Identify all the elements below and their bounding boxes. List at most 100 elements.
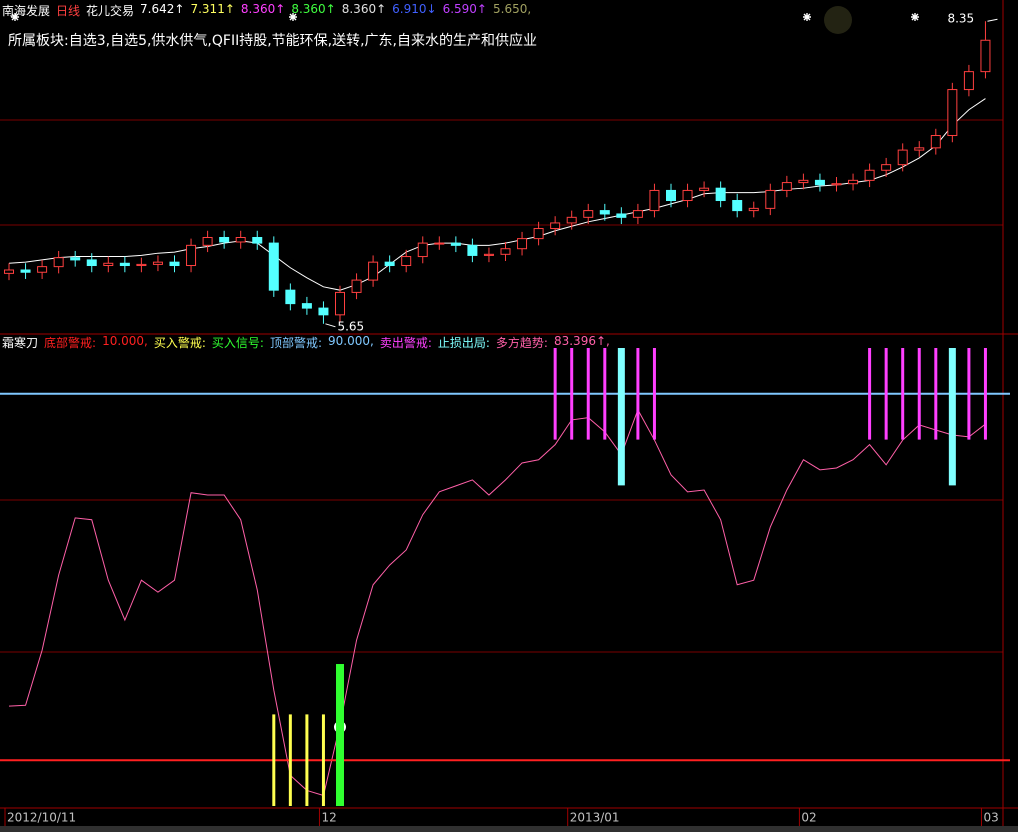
annotation: 5.65: [337, 319, 364, 333]
toolbar-strip: [0, 826, 1018, 832]
candle-body: [699, 187, 710, 191]
candle-body: [781, 182, 792, 191]
signal-bar: [586, 348, 590, 440]
signal-bar: [603, 348, 607, 440]
stock-name: 南海发展: [2, 4, 51, 18]
candle-body: [715, 187, 726, 202]
candle-body: [152, 261, 163, 265]
candle-body: [186, 244, 197, 267]
signal-bar: [948, 348, 956, 486]
signal-bar: [272, 714, 276, 806]
candle-body: [86, 259, 97, 267]
candle-body: [798, 179, 809, 184]
candle-body: [301, 303, 312, 309]
star: [911, 13, 919, 21]
legend-entry: 底部警戒:: [44, 336, 97, 350]
x-tick-label: 2013/01: [570, 811, 620, 825]
candle-body: [268, 242, 279, 291]
candle-body: [252, 237, 263, 244]
candle-body: [37, 266, 48, 273]
candle-body: [881, 164, 892, 171]
candle-body: [897, 149, 908, 166]
x-tick-label: 2012/10/11: [7, 811, 76, 825]
candle-body: [599, 210, 610, 215]
candle-body: [550, 222, 561, 230]
watermark-logo: [824, 6, 852, 34]
candle-body: [335, 291, 345, 316]
signal-bar: [288, 714, 292, 806]
signal-bar: [652, 348, 656, 440]
sector-line: 所属板块:自选3,自选5,供水供气,QFII持股,节能环保,送转,广东,自来水的…: [8, 33, 538, 49]
signal-bar: [901, 348, 905, 440]
candle-body: [864, 169, 875, 181]
annotation-leader: [325, 323, 336, 328]
indicator-title: 霜寒刀: [2, 336, 39, 350]
signal-bar: [617, 348, 625, 486]
candle-body: [318, 307, 329, 316]
candle-body: [119, 262, 130, 267]
x-tick-label: 02: [801, 811, 816, 825]
signal-bar: [884, 348, 888, 440]
candle-body: [219, 237, 230, 243]
candle-body: [483, 253, 494, 256]
candle-body: [963, 71, 974, 91]
signal-bar: [983, 348, 987, 440]
header-value: 6.590↑: [442, 2, 487, 16]
x-tick-label: 03: [983, 811, 998, 825]
legend-value: 83.396↑,: [553, 334, 610, 348]
star: [289, 13, 297, 21]
legend-value: 90.000,: [328, 334, 374, 348]
candle-body: [434, 242, 445, 245]
candle-body: [583, 210, 594, 218]
candle-body: [914, 147, 925, 151]
signal-bar: [570, 348, 574, 440]
x-tick-label: 12: [321, 811, 336, 825]
annotation-leader: [987, 18, 998, 22]
candle-body: [417, 242, 428, 258]
candle-body: [682, 189, 693, 202]
signal-bar: [636, 348, 640, 440]
candle-body: [765, 189, 776, 209]
candle-body: [235, 237, 246, 243]
signal-bar: [868, 348, 872, 440]
annotation: 8.35: [947, 12, 974, 26]
candle-body: [533, 228, 544, 240]
signal-bar: [934, 348, 938, 440]
candle-body: [649, 189, 660, 212]
signal-bar: [553, 348, 557, 440]
signal-bar: [321, 714, 325, 806]
candle-body: [930, 135, 941, 149]
candle-body: [202, 237, 213, 246]
header-value: 6.910↓: [392, 2, 437, 16]
top-header: 南海发展 日线 花儿交易 7.642↑ 7.311↑ 8.360↑ 8.360↑ 8.3…: [2, 2, 531, 19]
candle-body: [103, 262, 114, 267]
signal-bar: [336, 664, 344, 806]
legend-entry: 多方趋势:: [495, 336, 548, 350]
candle-body: [368, 261, 379, 281]
moving-average: [8, 98, 986, 291]
candle-body: [632, 210, 643, 218]
header-value: 8.360↑: [341, 2, 387, 16]
candle-body: [666, 189, 676, 202]
candle-body: [4, 269, 14, 274]
candle-body: [616, 213, 627, 218]
indicator-name: 花儿交易: [86, 4, 135, 18]
candle-body: [70, 257, 81, 261]
candle-body: [732, 200, 743, 212]
candle-body: [947, 89, 958, 137]
signal-bar: [917, 348, 921, 440]
candle-body: [450, 242, 461, 246]
candle-body: [848, 179, 859, 185]
candle-body: [831, 183, 842, 186]
candle-body: [401, 256, 412, 267]
header-value: 7.311↑: [190, 2, 235, 16]
star-icons: [11, 13, 919, 21]
candle-body: [566, 216, 577, 224]
legend-entry: 买入警戒:: [153, 336, 206, 350]
signal-bar: [967, 348, 971, 440]
period: 日线: [56, 4, 81, 18]
candle-body: [467, 244, 478, 256]
